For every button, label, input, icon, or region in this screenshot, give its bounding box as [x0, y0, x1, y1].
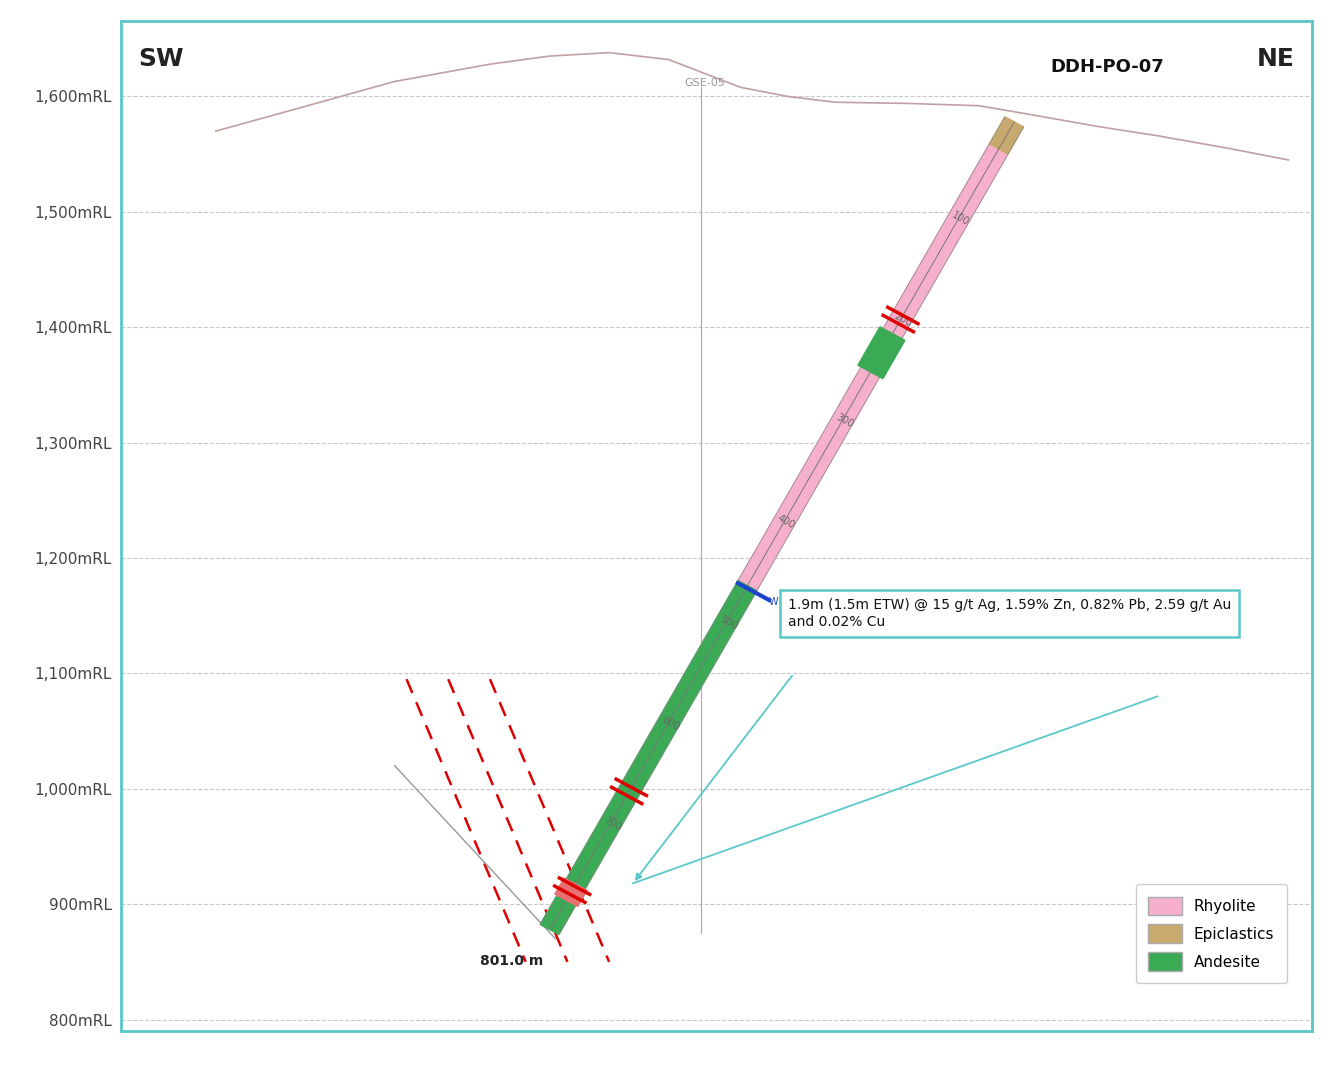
Text: GSE-05: GSE-05	[684, 78, 724, 88]
Text: DDH-PO-07: DDH-PO-07	[1050, 58, 1164, 75]
Polygon shape	[988, 117, 1023, 155]
Text: 400: 400	[777, 513, 797, 531]
Text: NE: NE	[1256, 47, 1295, 71]
Polygon shape	[540, 581, 757, 934]
Text: 300: 300	[834, 412, 854, 430]
Legend: Rhyolite, Epiclastics, Andesite: Rhyolite, Epiclastics, Andesite	[1135, 884, 1287, 983]
Text: 801.0 m: 801.0 m	[479, 954, 544, 968]
Text: 1.9m (1.5m ETW) @ 15 g/t Ag, 1.59% Zn, 0.82% Pb, 2.59 g/t Au
and 0.02% Cu: 1.9m (1.5m ETW) @ 15 g/t Ag, 1.59% Zn, 0…	[787, 598, 1231, 628]
Polygon shape	[554, 877, 586, 906]
Text: 100: 100	[951, 211, 971, 228]
Text: SW: SW	[138, 47, 183, 71]
Text: 600: 600	[660, 714, 680, 732]
Text: W: W	[769, 597, 778, 607]
Text: 700: 700	[603, 815, 623, 833]
Polygon shape	[858, 326, 905, 379]
Polygon shape	[738, 145, 1007, 591]
Text: 200: 200	[892, 311, 913, 329]
Text: 500: 500	[718, 613, 739, 632]
